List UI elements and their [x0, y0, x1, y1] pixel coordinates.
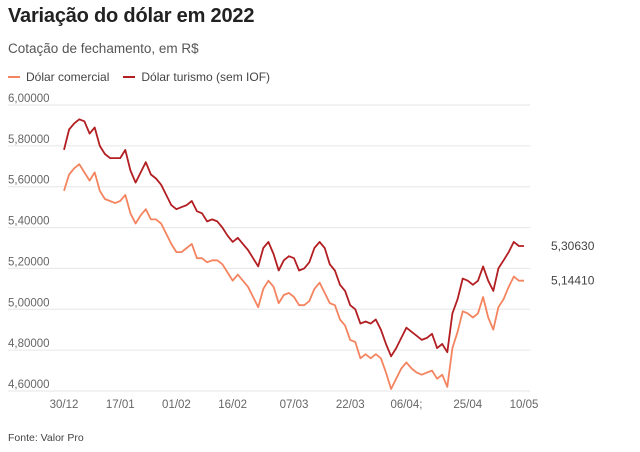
y-tick-label: 5,20000: [8, 256, 50, 268]
chart-title: Variação do dólar em 2022: [8, 5, 255, 27]
legend-swatch-comercial: [8, 76, 20, 78]
x-tick-label: 16/02: [218, 399, 247, 411]
x-tick-label: 07/03: [280, 399, 309, 411]
y-tick-label: 5,00000: [8, 297, 50, 309]
y-tick-label: 5,60000: [8, 175, 50, 187]
chart-subtitle: Cotação de fechamento, em R$: [8, 41, 199, 56]
legend-swatch-turismo: [123, 76, 136, 78]
x-tick-label: 06/04;: [390, 399, 422, 411]
chart-legend: Dólar comercial Dólar turismo (sem IOF): [8, 70, 284, 84]
x-tick-label: 10/05: [510, 399, 539, 411]
end-value-label-0: 5,14410: [551, 274, 595, 288]
source-note: Fonte: Valor Pro: [8, 432, 84, 444]
legend-item-comercial: Dólar comercial: [8, 70, 109, 84]
y-tick-label: 6,00000: [8, 93, 50, 105]
y-tick-label: 4,80000: [8, 338, 50, 350]
y-tick-label: 4,60000: [8, 379, 50, 391]
y-tick-label: 5,40000: [8, 216, 50, 228]
y-tick-label: 5,80000: [8, 134, 50, 146]
x-tick-label: 01/02: [162, 399, 191, 411]
x-tick-label: 22/03: [336, 399, 365, 411]
legend-label-comercial: Dólar comercial: [26, 70, 110, 84]
series-line-0: [63, 163, 524, 390]
legend-item-turismo: Dólar turismo (sem IOF): [123, 70, 270, 84]
x-tick-label: 25/04: [453, 399, 482, 411]
x-tick-label: 30/12: [50, 399, 79, 411]
series-line-1: [63, 118, 524, 358]
end-value-label-1: 5,30630: [551, 239, 595, 253]
x-tick-label: 17/01: [106, 399, 135, 411]
legend-label-turismo: Dólar turismo (sem IOF): [141, 70, 271, 84]
